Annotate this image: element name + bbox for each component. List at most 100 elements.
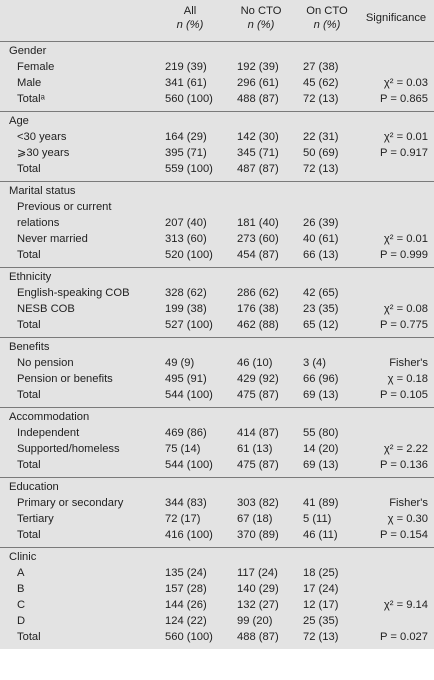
- cell-significance: P = 0.105: [379, 389, 428, 401]
- cell-no-cto: 414 (87): [237, 427, 279, 439]
- cell-on-cto: 45 (62): [303, 77, 339, 89]
- row-label: relations: [17, 217, 60, 229]
- row-label: Male: [17, 77, 42, 89]
- cell-significance: χ² = 0.01: [383, 233, 428, 245]
- table-row: Tertiary 72 (17) 67 (18) 5 (11) χ = 0.30: [0, 511, 434, 527]
- cell-significance: χ² = 0.08: [383, 303, 428, 315]
- cell-on-cto: 23 (35): [303, 303, 339, 315]
- cell-no-cto: 475 (87): [237, 389, 279, 401]
- row-label: Tertiary: [17, 513, 54, 525]
- section-divider: [0, 477, 434, 478]
- cell-on-cto: 14 (20): [303, 443, 339, 455]
- row-label: Independent: [17, 427, 80, 439]
- cell-significance: χ² = 0.01: [383, 131, 428, 143]
- row-label: Total: [17, 389, 41, 401]
- cell-significance: P = 0.154: [379, 529, 428, 541]
- row-label: ⩾30 years: [17, 147, 70, 159]
- cell-no-cto: 303 (82): [237, 497, 279, 509]
- cell-on-cto: 40 (61): [303, 233, 339, 245]
- table-row: Total 520 (100) 454 (87) 66 (13) P = 0.999: [0, 247, 434, 263]
- cell-no-cto: 46 (10): [237, 357, 273, 369]
- cell-on-cto: 18 (25): [303, 567, 339, 579]
- cell-no-cto: 370 (89): [237, 529, 279, 541]
- cell-all: 560 (100): [165, 631, 213, 643]
- section-accommodation: Accommodation Independent 469 (86) 414 (87)…: [0, 407, 434, 477]
- cell-on-cto: 26 (39): [303, 217, 339, 229]
- cell-all: 72 (17): [165, 513, 201, 525]
- cell-on-cto: 55 (80): [303, 427, 339, 439]
- table-row: Supported/homeless 75 (14) 61 (13) 14 (20) χ…: [0, 441, 434, 457]
- cell-all: 135 (24): [165, 567, 207, 579]
- cell-on-cto: 69 (13): [303, 389, 339, 401]
- section-title: Marital status: [9, 185, 76, 197]
- cell-no-cto: 99 (20): [237, 615, 273, 627]
- cell-on-cto: 12 (17): [303, 599, 339, 611]
- row-label: C: [17, 599, 26, 611]
- cell-no-cto: 192 (39): [237, 61, 279, 73]
- section-title: Accommodation: [9, 411, 90, 423]
- cell-all: 199 (38): [165, 303, 207, 315]
- table-row: B 157 (28) 140 (29) 17 (24): [0, 581, 434, 597]
- cell-on-cto: 5 (11): [303, 513, 332, 525]
- cell-significance: Fisher's: [389, 357, 428, 369]
- section-title-row: Ethnicity: [0, 269, 434, 285]
- cell-all: 313 (60): [165, 233, 207, 245]
- row-label: Never married: [17, 233, 88, 245]
- cell-no-cto: 176 (38): [237, 303, 279, 315]
- cell-all: 416 (100): [165, 529, 213, 541]
- cell-significance: P = 0.027: [379, 631, 428, 643]
- section-title: Ethnicity: [9, 271, 52, 283]
- table-row: English-speaking COB 328 (62) 286 (62) 42 (…: [0, 285, 434, 301]
- section-title-row: Benefits: [0, 339, 434, 355]
- section-divider: [0, 407, 434, 408]
- section-divider: [0, 267, 434, 268]
- row-label: A: [17, 567, 25, 579]
- cell-all: 559 (100): [165, 163, 213, 175]
- cell-no-cto: 429 (92): [237, 373, 279, 385]
- cell-no-cto: 454 (87): [237, 249, 279, 261]
- cell-significance: χ² = 0.03: [383, 77, 428, 89]
- section-title: Education: [9, 481, 59, 493]
- section-title-row: Marital status: [0, 183, 434, 199]
- section-title-row: Education: [0, 479, 434, 495]
- table-row: Total 560 (100) 488 (87) 72 (13) P = 0.027: [0, 629, 434, 645]
- table-row: Independent 469 (86) 414 (87) 55 (80): [0, 425, 434, 441]
- row-label: No pension: [17, 357, 74, 369]
- cell-on-cto: 65 (12): [303, 319, 339, 331]
- cell-no-cto: 61 (13): [237, 443, 273, 455]
- row-label: Total: [17, 459, 41, 471]
- table-row: Male 341 (61) 296 (61) 45 (62) χ² = 0.03: [0, 75, 434, 91]
- header-significance-label: Significance: [365, 12, 427, 24]
- cell-no-cto: 273 (60): [237, 233, 279, 245]
- cell-no-cto: 475 (87): [237, 459, 279, 471]
- cell-no-cto: 181 (40): [237, 217, 279, 229]
- cell-significance: P = 0.136: [379, 459, 428, 471]
- cell-all: 344 (83): [165, 497, 207, 509]
- row-label: D: [17, 615, 26, 627]
- cell-all: 395 (71): [165, 147, 207, 159]
- row-label: Totalᵃ: [17, 93, 45, 105]
- cell-all: 495 (91): [165, 373, 207, 385]
- cell-significance: P = 0.917: [379, 147, 428, 159]
- cell-all: 207 (40): [165, 217, 207, 229]
- table-row: C 144 (26) 132 (27) 12 (17) χ² = 9.14: [0, 597, 434, 613]
- table-row: Primary or secondary 344 (83) 303 (82) 41 (…: [0, 495, 434, 511]
- row-label: NESB COB: [17, 303, 75, 315]
- table-row: Totalᵃ 560 (100) 488 (87) 72 (13) P = 0.865: [0, 91, 434, 107]
- cell-significance: P = 0.865: [379, 93, 428, 105]
- cell-on-cto: 22 (31): [303, 131, 339, 143]
- cell-on-cto: 69 (13): [303, 459, 339, 471]
- section-gender: Gender Female 219 (39) 192 (39) 27 (38) Male 3…: [0, 41, 434, 111]
- cell-significance: P = 0.999: [379, 249, 428, 261]
- cell-on-cto: 25 (35): [303, 615, 339, 627]
- table-row: Never married 313 (60) 273 (60) 40 (61) χ² =…: [0, 231, 434, 247]
- section-title: Clinic: [9, 551, 37, 563]
- cell-significance: χ² = 2.22: [383, 443, 428, 455]
- header-no-cto-sub: n (%): [247, 19, 275, 31]
- cell-no-cto: 345 (71): [237, 147, 279, 159]
- cell-all: 560 (100): [165, 93, 213, 105]
- section-title-row: Gender: [0, 43, 434, 59]
- table-row: Total 559 (100) 487 (87) 72 (13): [0, 161, 434, 177]
- section-divider: [0, 547, 434, 548]
- row-label: B: [17, 583, 25, 595]
